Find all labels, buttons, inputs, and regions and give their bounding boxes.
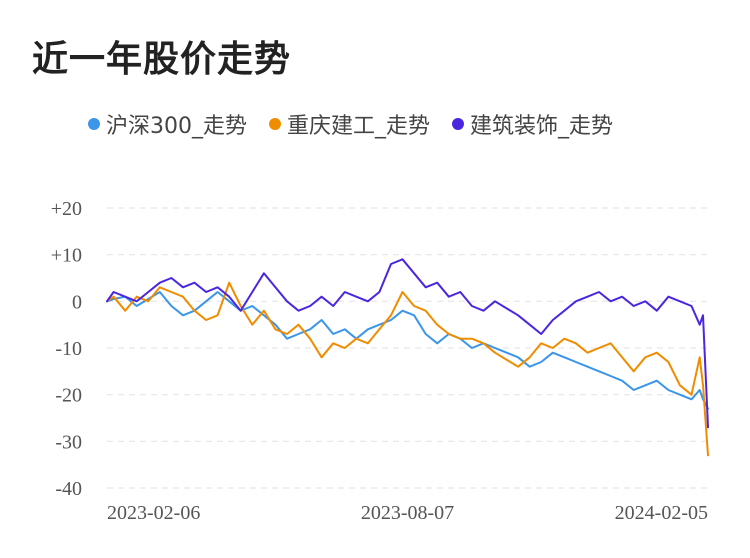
y-tick-label: +20 [51,198,82,220]
y-tick-label: -20 [55,385,82,407]
legend-item-cqjg[interactable]: 重庆建工_走势 [269,108,430,140]
legend-label-hs300: 沪深300_走势 [106,114,247,139]
series-lines [106,258,709,457]
legend-dot-cqjg [269,118,281,130]
x-tick-label: 2024-02-05 [615,502,708,524]
chart-legend: 沪深300_走势 重庆建工_走势 建筑装饰_走势 [88,108,635,140]
series-line-3 [106,258,709,429]
legend-dot-jzzs [452,118,465,130]
x-tick-label: 2023-02-06 [107,502,200,524]
x-tick-label: 2023-08-07 [361,502,454,524]
legend-label-cqjg: 重庆建工_走势 [287,114,431,139]
y-tick-label: 0 [72,291,82,313]
grid-lines [107,207,708,489]
y-tick-label: +10 [51,245,82,267]
legend-item-hs300[interactable]: 沪深300_走势 [88,108,247,140]
series-line-2 [106,281,709,457]
y-tick-label: -10 [55,338,82,360]
chart-title: 近一年股价走势 [32,39,292,80]
legend-label-jzzs: 建筑装饰_走势 [470,114,614,139]
legend-item-jzzs[interactable]: 建筑装饰_走势 [452,108,613,140]
y-axis-ticks: +20 +10 0 -10 -20 -30 -40 [51,198,82,500]
y-tick-label: -40 [55,478,82,500]
x-axis-ticks: 2023-02-06 2023-08-07 2024-02-05 [107,502,708,524]
series-line-1 [106,291,709,410]
y-tick-label: -30 [55,431,82,453]
legend-dot-hs300 [88,118,100,130]
